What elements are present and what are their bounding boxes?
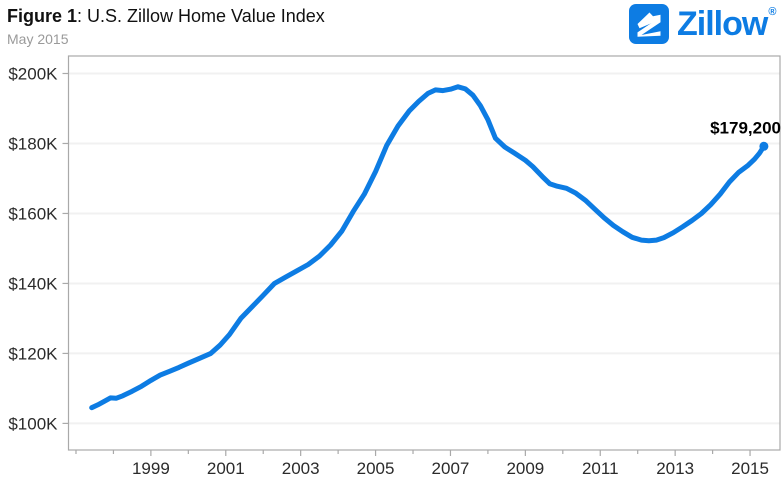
x-axis-label: 2007	[432, 459, 470, 478]
y-axis-label: $180K	[8, 134, 58, 153]
x-axis-label: 2001	[207, 459, 245, 478]
x-axis-label: 2011	[582, 459, 619, 478]
x-axis-label: 2013	[656, 459, 694, 478]
x-axis-label: 2009	[506, 459, 544, 478]
x-axis-label: 2005	[357, 459, 395, 478]
y-axis-label: $100K	[8, 414, 58, 433]
x-axis-label: 2015	[731, 459, 769, 478]
plot-border	[67, 55, 781, 451]
zillow-logo[interactable]: Zillow ®	[629, 4, 776, 44]
latest-value-dot	[759, 141, 769, 151]
x-axis-label: 2003	[282, 459, 320, 478]
y-axis-label: $140K	[8, 274, 58, 293]
figure-title: Figure 1: U.S. Zillow Home Value Index	[7, 6, 325, 27]
figure-subtitle: May 2015	[7, 31, 69, 47]
zhvi-line	[89, 84, 767, 411]
zillow-z-house-icon	[629, 4, 669, 44]
y-axis-label: $160K	[8, 204, 58, 223]
latest-value-annotation: $179,200	[710, 118, 781, 137]
figure-label: Figure 1	[7, 6, 78, 26]
figure-title-text: : U.S. Zillow Home Value Index	[77, 6, 325, 26]
x-axis-label: 1999	[132, 459, 170, 478]
registered-trademark-symbol: ®	[768, 6, 777, 18]
y-axis-label: $120K	[8, 344, 58, 363]
y-axis-label: $200K	[8, 64, 58, 83]
zillow-wordmark: Zillow	[677, 5, 768, 43]
